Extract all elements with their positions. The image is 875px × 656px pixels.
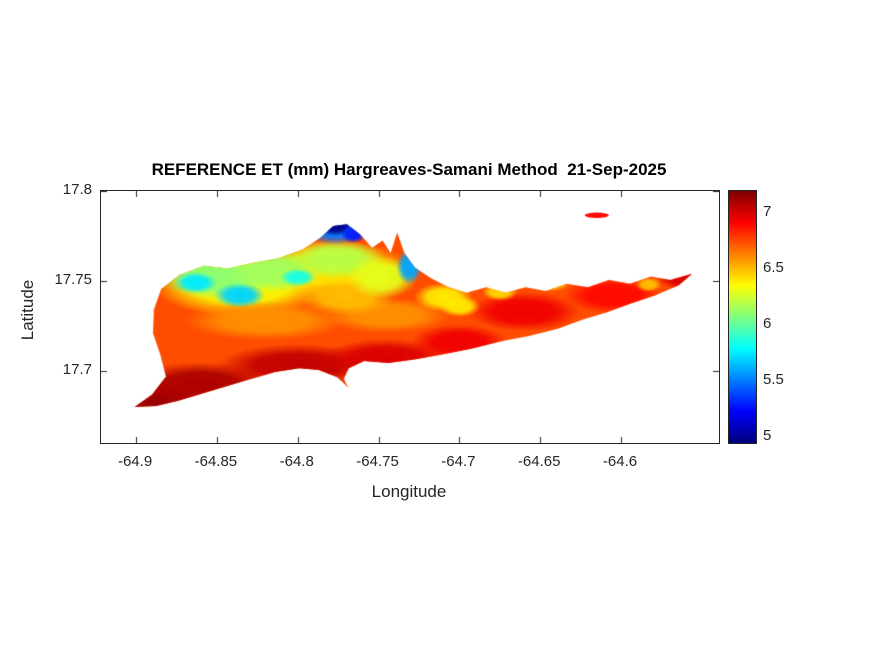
heatmap-canvas [101,191,719,443]
colorbar-gradient [729,191,756,443]
x-tick-label: -64.75 [356,453,399,470]
x-tick-label: -64.85 [194,453,238,470]
y-tick-label: 17.75 [54,271,92,288]
colorbar [728,190,757,444]
y-axis-label: Latitude [18,279,37,341]
colorbar-tick-label: 5.5 [763,371,784,389]
x-tick-label: -64.8 [279,453,314,470]
x-tick-label: -64.65 [517,453,561,470]
chart-title: REFERENCE ET (mm) Hargreaves-Samani Meth… [151,160,667,179]
colorbar-tick-label: 7 [763,203,772,221]
colorbar-tick-label: 6.5 [763,259,784,277]
x-axis-label: Longitude [371,482,447,501]
plot-area [100,190,720,444]
x-tick-label: -64.6 [602,453,638,470]
x-tick-label: -64.7 [441,453,476,470]
colorbar-tick-label: 6 [763,315,772,333]
x-tick-label: -64.9 [117,453,153,470]
y-tick-label: 17.7 [62,361,92,378]
y-tick-label: 17.8 [62,181,92,198]
colorbar-tick-label: 5 [763,427,772,445]
